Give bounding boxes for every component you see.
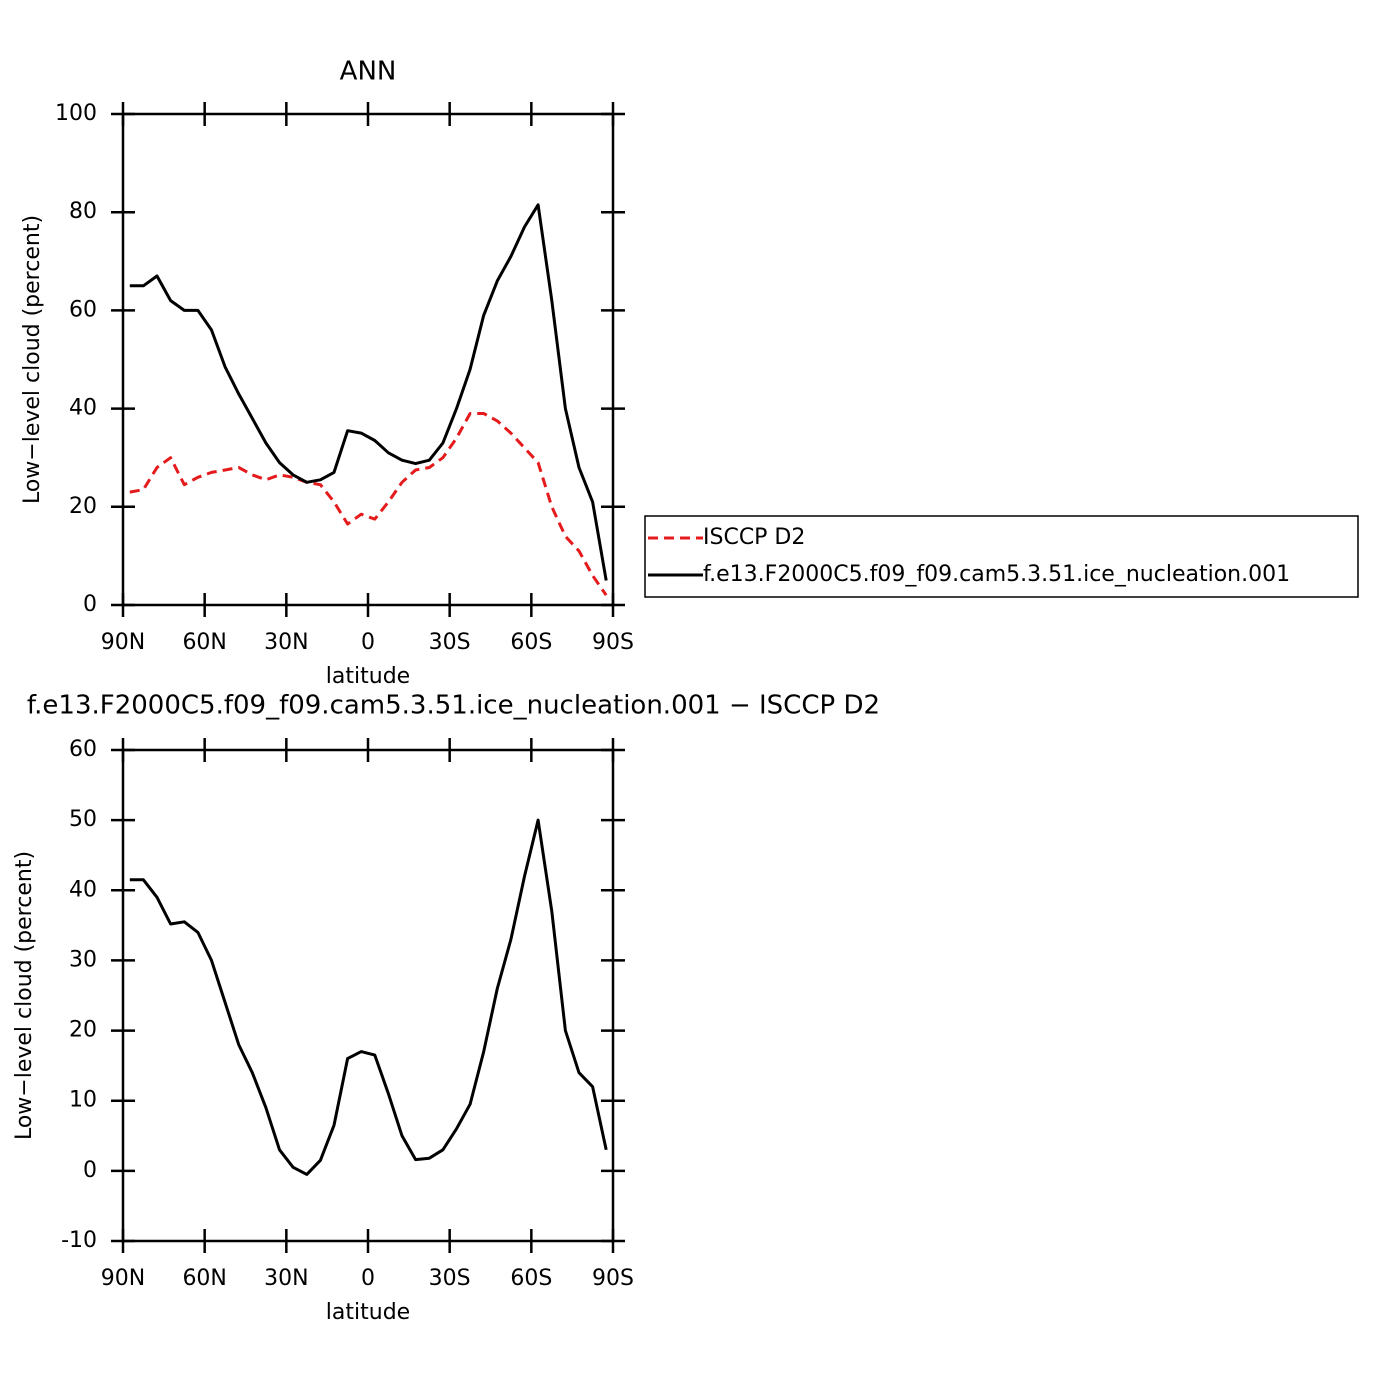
x-tick-label: 0 xyxy=(361,630,375,655)
x-tick-label: 60N xyxy=(182,630,226,655)
chart-title: f.e13.F2000C5.f09_f09.cam5.3.51.ice_nucl… xyxy=(27,691,880,721)
y-tick-label: 60 xyxy=(69,737,97,762)
data-line xyxy=(129,818,608,1176)
y-tick-label: -10 xyxy=(61,1228,97,1253)
x-tick-label: 60N xyxy=(182,1266,226,1291)
x-tick-label: 90N xyxy=(101,1266,145,1291)
y-axis-label: Low−level cloud (percent) xyxy=(12,851,37,1140)
legend-label: f.e13.F2000C5.f09_f09.cam5.3.51.ice_nucl… xyxy=(703,562,1290,587)
x-axis-label: latitude xyxy=(326,1300,410,1325)
x-tick-label: 90N xyxy=(101,630,145,655)
x-tick-label: 30N xyxy=(264,1266,308,1291)
x-tick-label: 90S xyxy=(592,1266,634,1291)
legend-label: ISCCP D2 xyxy=(703,525,805,550)
x-tick-label: 30S xyxy=(429,1266,471,1291)
legend-box xyxy=(644,515,1359,598)
x-tick-label: 60S xyxy=(510,630,552,655)
y-tick-label: 0 xyxy=(83,592,97,617)
y-tick-label: 10 xyxy=(69,1088,97,1113)
y-tick-label: 20 xyxy=(69,494,97,519)
data-line xyxy=(129,412,608,597)
plot-frame xyxy=(121,112,615,607)
y-tick-label: 30 xyxy=(69,947,97,972)
y-axis-label: Low−level cloud (percent) xyxy=(20,215,45,504)
y-tick-label: 60 xyxy=(69,297,97,322)
y-tick-label: 40 xyxy=(69,877,97,902)
x-tick-label: 0 xyxy=(361,1266,375,1291)
x-tick-label: 30N xyxy=(264,630,308,655)
y-tick-label: 40 xyxy=(69,396,97,421)
y-tick-label: 50 xyxy=(69,807,97,832)
chart-title: ANN xyxy=(340,57,397,87)
y-tick-label: 0 xyxy=(83,1158,97,1183)
x-tick-label: 60S xyxy=(510,1266,552,1291)
y-tick-label: 100 xyxy=(55,101,97,126)
data-line xyxy=(129,203,608,581)
y-tick-label: 80 xyxy=(69,199,97,224)
x-axis-label: latitude xyxy=(326,664,410,689)
x-tick-label: 30S xyxy=(429,630,471,655)
y-tick-label: 20 xyxy=(69,1018,97,1043)
x-tick-label: 90S xyxy=(592,630,634,655)
